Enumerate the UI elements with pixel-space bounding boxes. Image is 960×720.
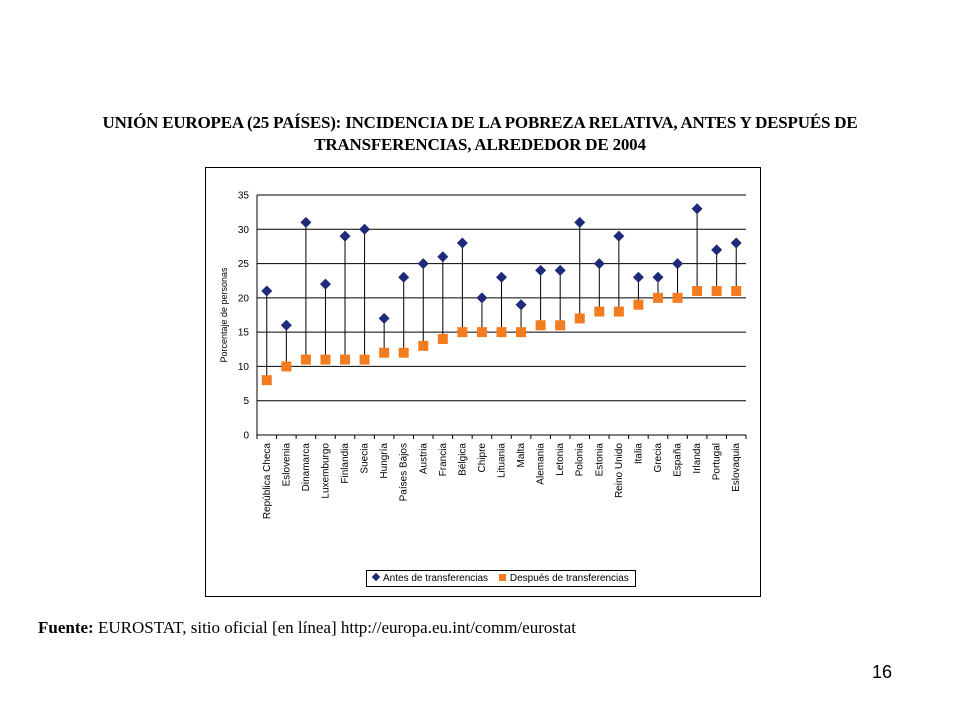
x-tick-label: Luxemburgo [320, 443, 331, 499]
before-point [554, 264, 566, 276]
x-tick-label: Reino Unido [614, 443, 625, 498]
y-tick-label: 0 [243, 431, 249, 442]
before-point [593, 258, 605, 270]
chart-title: UNIÓN EUROPEA (25 PAÍSES): INCIDENCIA DE… [102, 113, 858, 154]
after-point [692, 286, 703, 296]
after-point [594, 306, 605, 317]
after-point [300, 354, 311, 365]
before-point [476, 292, 488, 304]
x-tick-label: Finlandia [340, 443, 351, 484]
y-axis-label: Porcentaje de personas [219, 267, 229, 363]
after-point [633, 299, 644, 310]
source-text: EUROSTAT, sitio oficial [en línea] http:… [93, 618, 576, 637]
legend-label-after: Después de transferencias [509, 573, 629, 584]
after-point [496, 327, 507, 338]
after-point [359, 354, 370, 365]
y-tick-label: 10 [238, 362, 250, 373]
x-tick-label: Malta [516, 443, 527, 468]
after-point [516, 327, 527, 338]
x-tick-label: Eslovaquia [731, 443, 742, 492]
before-point [378, 312, 390, 324]
x-tick-label: Alemania [536, 443, 547, 485]
before-point [613, 230, 625, 242]
after-point [320, 354, 331, 365]
after-point [418, 340, 429, 351]
x-tick-label: Polonia [575, 443, 586, 477]
legend-item-after: Después de transferencias [498, 573, 629, 584]
after-point [574, 313, 585, 324]
x-tick-label: Chipre [477, 443, 488, 473]
y-tick-label: 25 [238, 259, 250, 270]
after-point [652, 292, 663, 303]
after-point [731, 286, 742, 296]
after-point [437, 334, 448, 344]
x-tick-label: España [673, 443, 684, 477]
before-point [359, 223, 371, 235]
square-marker-icon [498, 574, 506, 581]
before-point [730, 237, 742, 249]
x-tick-label: Eslovenia [281, 443, 292, 487]
x-tick-label: Francia [438, 443, 449, 477]
y-tick-label: 15 [238, 328, 250, 339]
source-label: Fuente: [38, 618, 94, 637]
before-point [339, 230, 351, 242]
x-tick-label: República Checa [262, 443, 273, 520]
before-point [711, 244, 723, 256]
after-point [281, 361, 292, 372]
legend-label-before: Antes de transferencias [383, 573, 489, 584]
before-point [456, 237, 468, 249]
after-point [672, 292, 683, 303]
before-point [632, 271, 644, 283]
before-point [261, 285, 273, 297]
before-point [300, 216, 312, 228]
x-tick-label: Hungría [379, 443, 390, 479]
after-point [555, 320, 566, 331]
before-point [652, 271, 664, 283]
y-tick-label: 30 [238, 225, 250, 236]
after-point [535, 320, 546, 331]
chart-legend: Antes de transferencias Después de trans… [366, 570, 636, 587]
x-tick-label: Austria [418, 443, 429, 475]
page-number: 16 [872, 662, 893, 682]
source-note: Fuente: EUROSTAT, sitio oficial [en líne… [38, 618, 576, 638]
x-tick-label: Portugal [712, 443, 723, 480]
before-point [496, 271, 507, 283]
before-point [515, 299, 527, 311]
x-tick-label: Grecia [653, 443, 664, 473]
before-point [574, 216, 586, 228]
x-tick-label: Bélgica [457, 443, 468, 476]
x-tick-label: Países Bajos [399, 443, 410, 501]
after-point [613, 306, 624, 317]
x-tick-label: Letonia [555, 443, 566, 476]
x-tick-label: Irlanda [692, 443, 703, 474]
after-point [379, 347, 390, 358]
x-tick-label: Italia [633, 443, 644, 465]
y-tick-label: 20 [238, 293, 250, 304]
before-point [398, 271, 410, 283]
after-point [398, 347, 409, 358]
after-point [711, 286, 722, 296]
before-point [672, 258, 684, 270]
chart-plot: 0 5 10 15 20 25 30 35 Porcentaje de personas Repú… [219, 191, 747, 520]
before-point [535, 264, 547, 276]
diamond-marker-icon [371, 572, 381, 582]
before-point [417, 258, 429, 270]
legend-item-before: Antes de transferencias [371, 572, 489, 584]
y-tick-label: 5 [243, 396, 249, 407]
before-point [437, 251, 449, 263]
before-point [319, 278, 331, 290]
x-tick-label: Estonia [594, 443, 605, 477]
after-point [476, 327, 487, 338]
before-point [280, 319, 292, 331]
y-tick-label: 35 [238, 191, 250, 202]
chart-frame: 0 5 10 15 20 25 30 35 Porcentaje de personas Repú… [205, 167, 761, 597]
x-tick-label: Suecia [360, 443, 371, 474]
x-tick-label: Lituania [497, 443, 508, 478]
after-point [457, 327, 468, 338]
before-point [691, 203, 703, 215]
x-tick-label: Dinamarca [301, 443, 312, 492]
after-point [340, 354, 351, 365]
after-point [261, 375, 272, 386]
